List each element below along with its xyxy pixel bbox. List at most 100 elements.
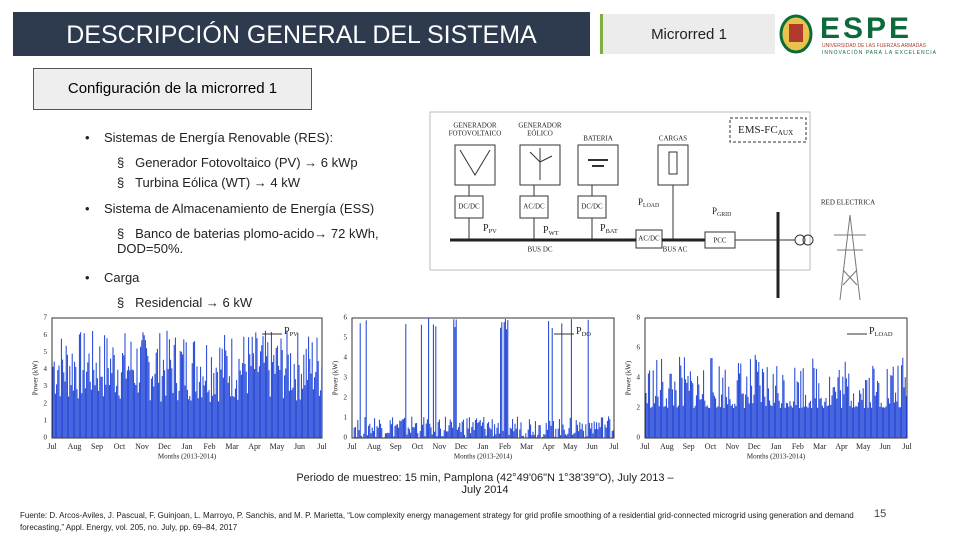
x-tick-label: May — [563, 442, 578, 451]
converter-label: AC/DC — [523, 203, 545, 211]
legend-label: PDO — [576, 326, 591, 338]
y-tick-label: 4 — [44, 365, 48, 373]
x-tick-label: Sep — [683, 442, 695, 451]
tower — [834, 214, 866, 301]
x-tick-label: Nov — [725, 442, 739, 451]
x-tick-label: Sep — [390, 442, 402, 451]
x-tick-label: Jan — [478, 442, 489, 451]
slide-title: DESCRIPCIÓN GENERAL DEL SISTEMA — [13, 12, 590, 56]
x-tick-label: Oct — [705, 442, 717, 451]
x-axis-label: Months (2013-2014) — [747, 453, 806, 461]
plot-texture — [352, 318, 614, 438]
x-tick-label: Jul — [47, 442, 57, 451]
sub-bullet-text: Turbina Eólica (WT) → 4 kW — [135, 175, 301, 190]
x-tick-label: Aug — [660, 442, 674, 451]
flow-label-main: P — [712, 206, 717, 216]
x-tick-label: Dec — [748, 442, 761, 451]
x-tick-label: Feb — [204, 442, 216, 451]
y-tick-label: 3 — [344, 374, 348, 382]
bullet-text: Sistemas de Energía Renovable (RES): — [104, 130, 334, 145]
flow-label-main: P — [638, 197, 643, 207]
bullet-text: Sistema de Almacenamiento de Energía (ES… — [104, 201, 375, 216]
x-tick-label: Jan — [771, 442, 782, 451]
x-tick-label: Apr — [835, 442, 848, 451]
x-tick-label: Mar — [813, 442, 827, 451]
load-symbol — [668, 151, 678, 175]
sub-bullet-text: Generador Fotovoltaico (PV) → 6 kWp — [135, 155, 358, 170]
converter-label: DC/DC — [458, 203, 480, 211]
x-tick-label: Jun — [880, 442, 891, 451]
y-axis-label: Power (kW) — [32, 360, 40, 395]
section-heading: Configuración de la microrred 1 — [33, 68, 312, 110]
x-tick-label: Nov — [135, 442, 149, 451]
y-tick-label: 4 — [344, 354, 348, 362]
bullet: • Carga — [85, 270, 140, 285]
x-tick-label: Aug — [367, 442, 381, 451]
x-tick-label: Mar — [520, 442, 534, 451]
y-tick-label: 1 — [44, 416, 48, 424]
flow-label-main: P — [483, 223, 489, 234]
bus-ac-label: BUS AC — [663, 246, 688, 254]
battery-symbol — [588, 159, 608, 167]
y-tick-label: 2 — [344, 394, 348, 402]
x-tick-label: Jun — [294, 442, 305, 451]
converter-label: AC/DC — [638, 235, 660, 243]
y-tick-label: 0 — [344, 434, 348, 442]
x-tick-label: Jul — [902, 442, 912, 451]
flow-label: PBAT — [600, 223, 618, 235]
flow-label-sub: WT — [549, 230, 559, 237]
y-tick-label: 1 — [344, 414, 348, 422]
x-tick-label: Aug — [68, 442, 82, 451]
x-tick-label: Dec — [455, 442, 468, 451]
y-tick-label: 3 — [44, 382, 48, 390]
bullet-text: Carga — [104, 270, 140, 285]
x-tick-label: Oct — [114, 442, 126, 451]
legend-label-sub: LOAD — [875, 331, 893, 338]
slide-tag: Microrred 1 — [600, 14, 775, 54]
sub-bullet-text: Residencial → 6 kW — [135, 295, 253, 310]
x-tick-label: Jul — [640, 442, 650, 451]
ems-label-main: EMS-FC — [738, 124, 778, 136]
y-tick-label: 7 — [44, 314, 48, 322]
legend-label: PPV — [284, 326, 298, 338]
x-tick-label: Jul — [347, 442, 357, 451]
flow-label: PPV — [483, 223, 497, 235]
pv-block — [454, 144, 496, 186]
flow-label-sub: LOAD — [643, 203, 659, 209]
caption: Periodo de muestreo: 15 min, Pamplona (4… — [250, 472, 720, 496]
flow-label: PGRID — [712, 206, 731, 218]
sub-bullet: § Generador Fotovoltaico (PV) → 6 kWp — [117, 155, 358, 170]
wt-symbol — [529, 148, 553, 180]
wt-label: EÓLICO — [527, 130, 553, 138]
y-tick-label: 0 — [637, 434, 641, 442]
load-block — [657, 144, 689, 186]
x-tick-label: Dec — [158, 442, 171, 451]
y-tick-label: 2 — [637, 404, 641, 412]
y-tick-label: 8 — [637, 314, 641, 322]
bus-dc-label: BUS DC — [527, 246, 552, 254]
legend-label: PLOAD — [869, 326, 893, 338]
y-tick-label: 6 — [637, 344, 641, 352]
sub-bullet: § Banco de baterias plomo-acido→ 72 kWh,… — [117, 226, 379, 256]
x-tick-label: Feb — [792, 442, 804, 451]
bullet: • Sistemas de Energía Renovable (RES): — [85, 130, 334, 145]
caption-line: July 2014 — [461, 484, 509, 496]
pcc-label: PCC — [713, 237, 727, 245]
flow-label-sub: BAT — [606, 228, 618, 235]
flow-label-main: P — [543, 225, 549, 236]
connector — [468, 185, 674, 240]
plot-texture — [645, 354, 907, 438]
y-tick-label: 6 — [344, 314, 348, 322]
x-axis-label: Months (2013-2014) — [158, 453, 217, 461]
plot-texture — [52, 330, 323, 438]
bullet: • Sistema de Almacenamiento de Energía (… — [85, 201, 375, 216]
x-tick-label: Jul — [609, 442, 619, 451]
x-axis-label: Months (2013-2014) — [454, 453, 513, 461]
x-tick-label: Apr — [248, 442, 261, 451]
x-tick-label: Sep — [91, 442, 103, 451]
x-tick-label: Jun — [587, 442, 598, 451]
x-tick-label: May — [270, 442, 285, 451]
transformer — [794, 234, 806, 246]
y-tick-label: 5 — [44, 348, 48, 356]
